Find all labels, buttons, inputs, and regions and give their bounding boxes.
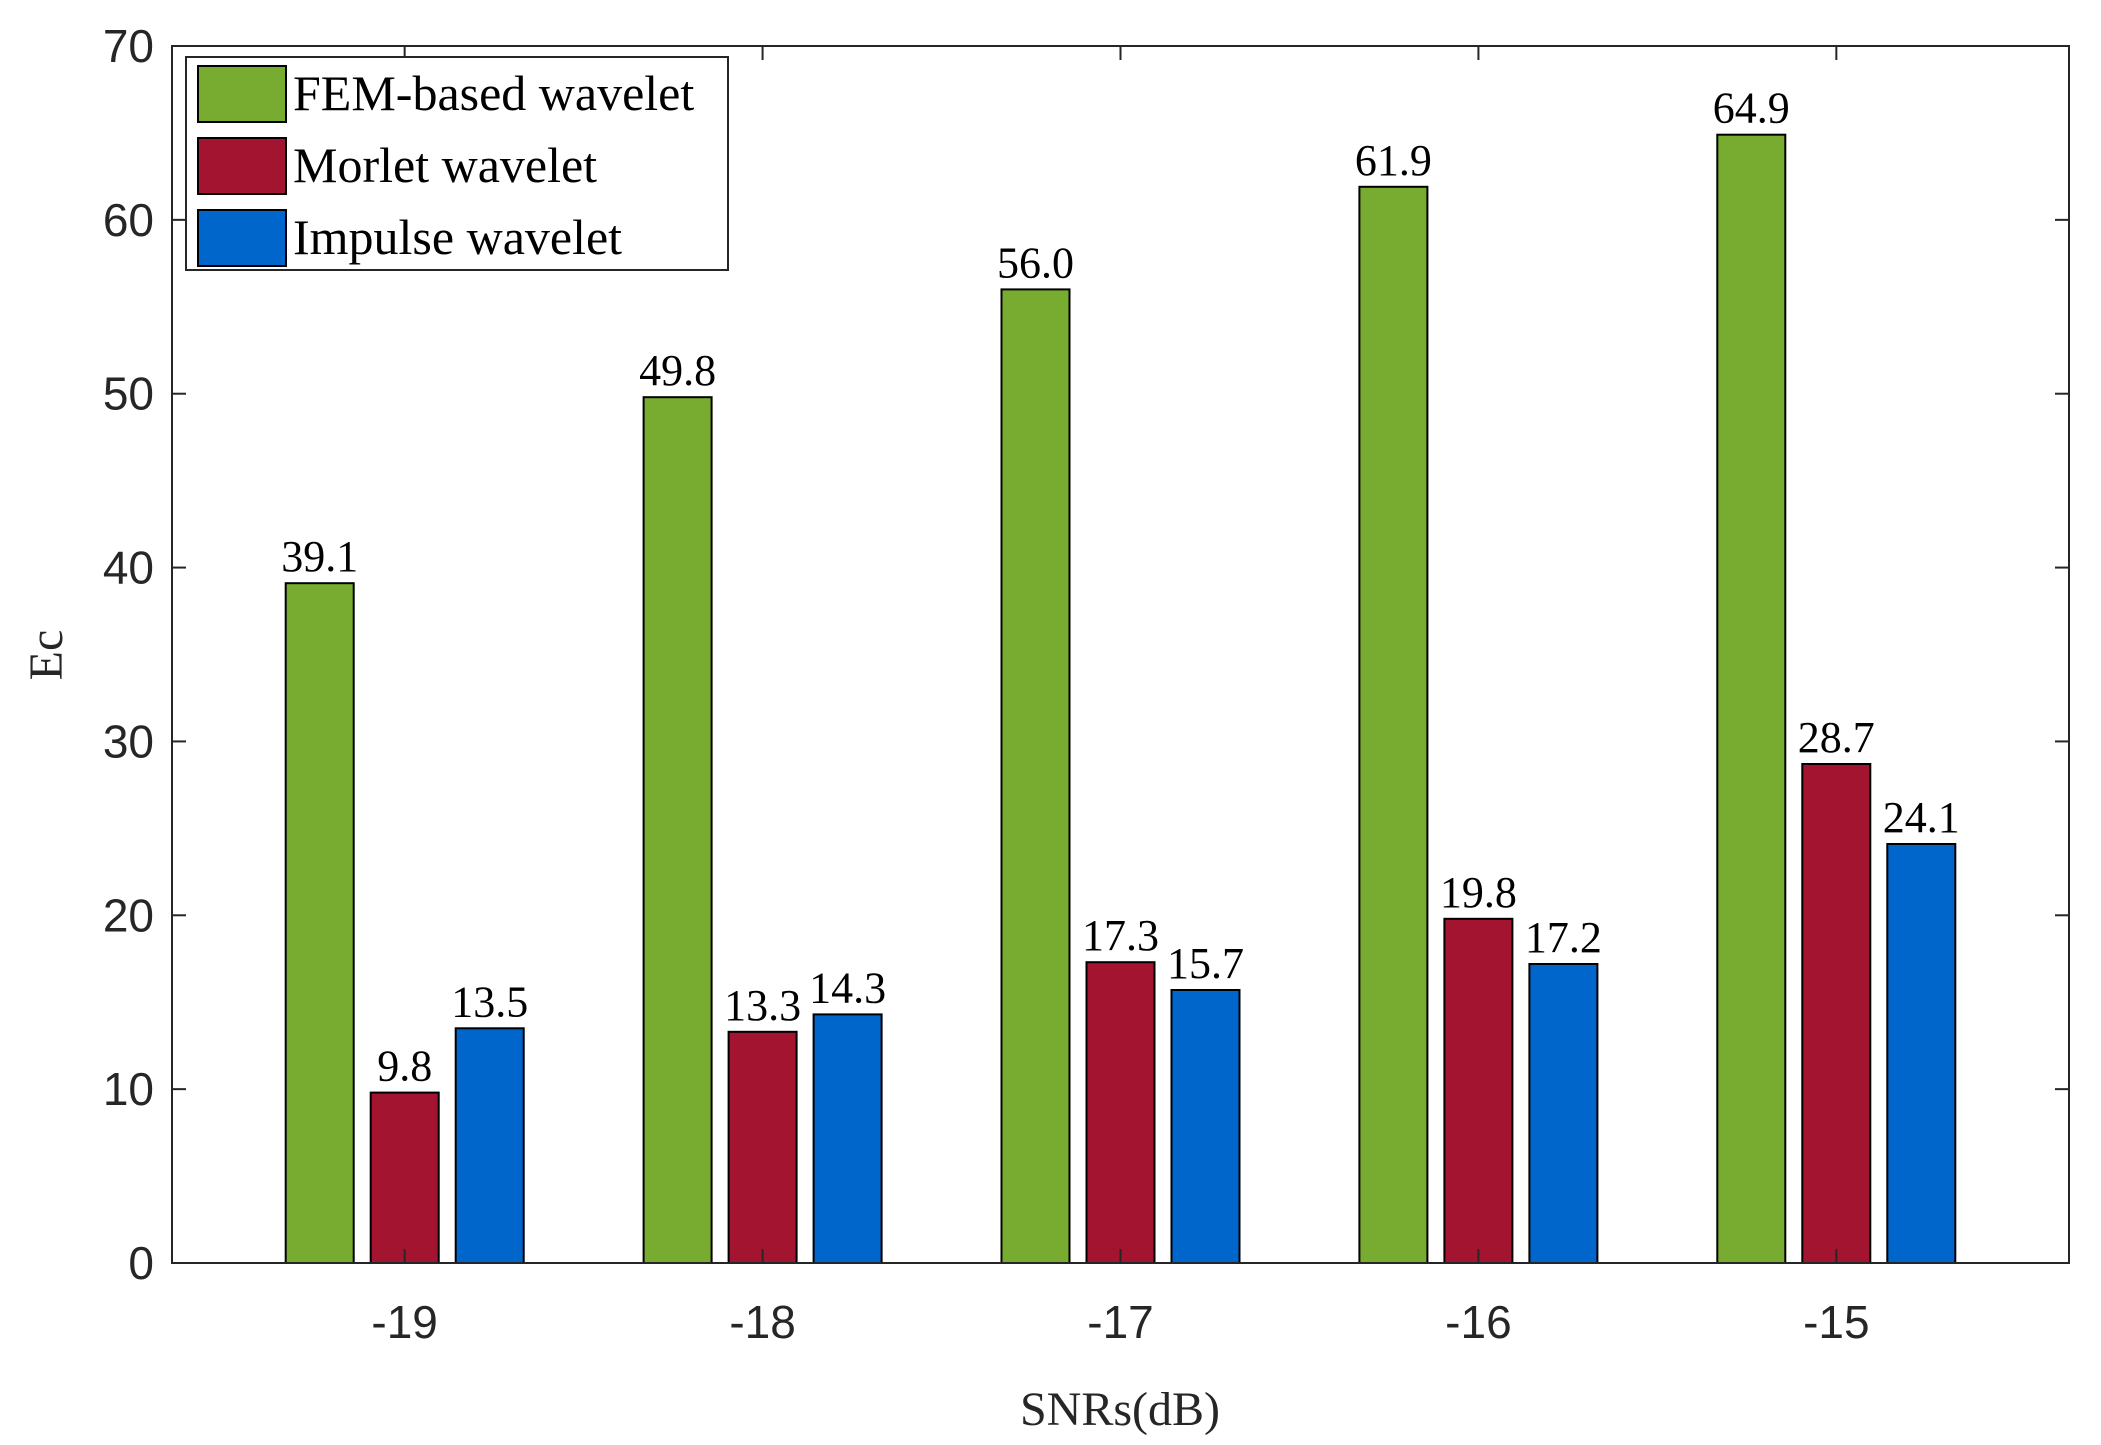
y-tick-label-4: 40 — [103, 542, 154, 594]
x-tick-label-4: -15 — [1803, 1296, 1869, 1348]
bar-morlet-wavelet-3 — [1443, 917, 1514, 1264]
data-label-1-3: 19.8 — [1440, 868, 1517, 917]
x-tick-label-3: -16 — [1445, 1296, 1511, 1348]
x-axis: -19 -18 -17 -16 -15 — [371, 46, 1870, 1348]
data-label-1-2: 17.3 — [1082, 911, 1159, 960]
data-label-0-1: 49.8 — [639, 346, 716, 395]
legend-swatch-impulse — [197, 209, 287, 267]
bars-layer — [284, 133, 1957, 1265]
data-label-0-3: 61.9 — [1355, 136, 1432, 185]
x-tick-label-2: -17 — [1087, 1296, 1153, 1348]
bar-impulse-wavelet-1 — [812, 1013, 883, 1265]
data-label-0-0: 39.1 — [281, 532, 358, 581]
bar-morlet-wavelet-2 — [1085, 961, 1156, 1264]
bar-morlet-wavelet-4 — [1801, 763, 1872, 1264]
data-labels-layer: 39.1 9.8 13.5 49.8 13.3 14.3 56.0 17.315.7 61.9 1… — [281, 84, 1960, 1091]
data-label-2-3: 17.2 — [1525, 913, 1602, 962]
data-label-2-1: 14.3 — [809, 963, 886, 1012]
data-label-2-0: 13.5 — [451, 977, 528, 1026]
x-axis-title: SNRs(dB) — [1020, 1383, 1220, 1436]
data-label-1-0: 9.8 — [377, 1042, 432, 1091]
data-label-0-4: 64.9 — [1713, 84, 1790, 133]
data-label-0-2: 56.0 — [997, 238, 1074, 287]
x-tick-label-0: -19 — [371, 1296, 437, 1348]
y-axis-title: Ec — [20, 630, 73, 681]
bar-morlet-wavelet-0 — [369, 1091, 440, 1264]
bar-impulse-wavelet-0 — [454, 1027, 525, 1265]
y-axis: 0 10 20 30 40 50 60 70 — [103, 20, 2069, 1289]
data-label-2-2: 15.7 — [1167, 939, 1244, 988]
legend: FEM-based wavelet Morlet wavelet Impulse… — [185, 56, 729, 271]
y-tick-label-6: 60 — [103, 194, 154, 246]
bar-fem-based-wavelet-4 — [1716, 133, 1787, 1265]
y-tick-label-0: 0 — [128, 1237, 154, 1289]
data-label-2-4: 24.1 — [1883, 793, 1960, 842]
legend-swatch-fem — [197, 65, 287, 123]
bar-impulse-wavelet-2 — [1170, 989, 1241, 1264]
x-tick-label-1: -18 — [729, 1296, 795, 1348]
bar-fem-based-wavelet-2 — [1000, 288, 1071, 1264]
y-tick-label-2: 20 — [103, 889, 154, 941]
y-tick-label-5: 50 — [103, 368, 154, 420]
data-label-1-1: 13.3 — [724, 981, 801, 1030]
bar-impulse-wavelet-4 — [1886, 843, 1957, 1264]
y-tick-label-1: 10 — [103, 1063, 154, 1115]
y-tick-label-3: 30 — [103, 715, 154, 767]
legend-swatch-morlet — [197, 137, 287, 195]
bar-morlet-wavelet-1 — [727, 1030, 798, 1265]
data-label-1-4: 28.7 — [1798, 713, 1875, 762]
legend-label-impulse: Impulse wavelet — [293, 209, 622, 265]
legend-label-fem: FEM-based wavelet — [293, 65, 694, 121]
legend-label-morlet: Morlet wavelet — [293, 137, 597, 193]
y-tick-label-7: 70 — [103, 20, 154, 72]
bar-fem-based-wavelet-0 — [284, 582, 355, 1264]
bar-fem-based-wavelet-1 — [642, 396, 713, 1264]
bar-fem-based-wavelet-3 — [1358, 185, 1429, 1264]
bar-impulse-wavelet-3 — [1528, 963, 1599, 1264]
